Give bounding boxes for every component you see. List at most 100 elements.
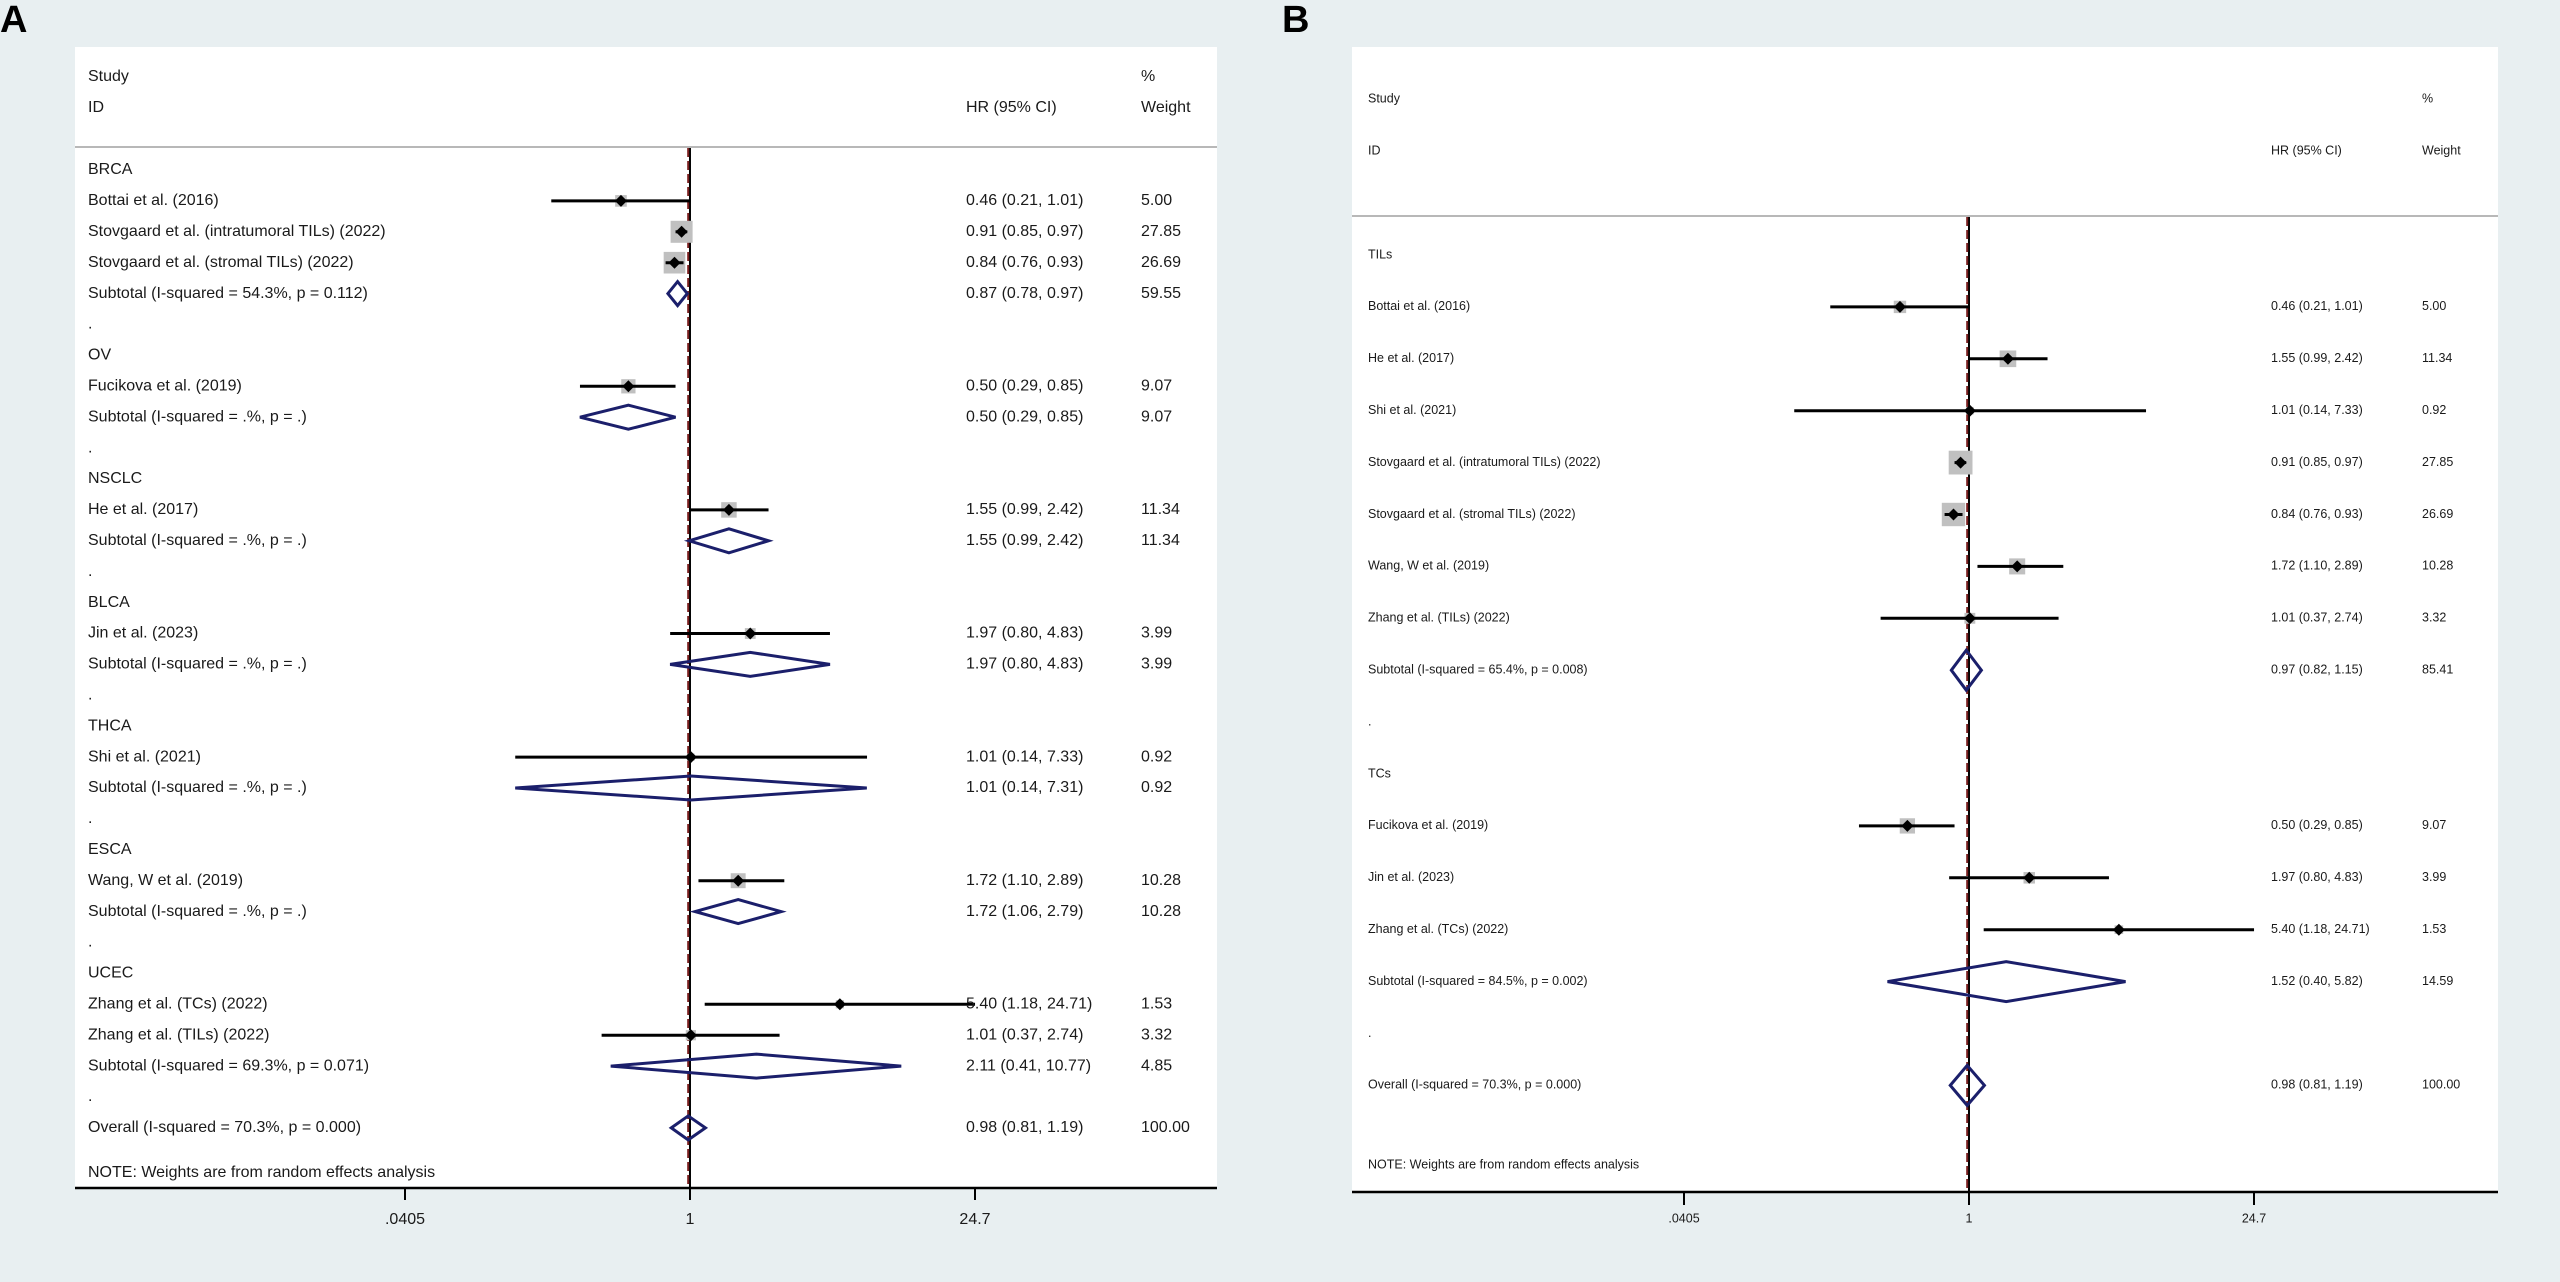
weight-value: 11.34	[1141, 501, 1180, 518]
point-estimate-marker	[684, 751, 697, 764]
header-hr-ci: HR (95% CI)	[2271, 143, 2342, 157]
study-label: Zhang et al. (TILs) (2022)	[1368, 611, 1510, 625]
point-estimate-marker	[614, 194, 627, 207]
row-study: Bottai et al. (2016) 0.46 (0.21, 1.01) 5.0…	[88, 192, 1172, 209]
row-subtotal: Subtotal (I-squared = .%, p = .) 1.97 (0.…	[88, 650, 1172, 678]
group-label: UCEC	[88, 965, 133, 982]
x-tick-label: 1	[686, 1211, 695, 1228]
point-estimate-marker	[675, 225, 688, 238]
footnote: NOTE: Weights are from random effects an…	[1368, 1157, 1639, 1171]
header-hr-ci: HR (95% CI)	[966, 99, 1057, 116]
spacer-label: .	[88, 810, 92, 827]
weight-value: 5.00	[1141, 192, 1172, 209]
row-subtotal: Subtotal (I-squared = .%, p = .) 1.72 (1.…	[88, 898, 1181, 926]
weight-value: 9.07	[1141, 408, 1172, 425]
overall-diamond	[668, 1114, 709, 1142]
study-label: Bottai et al. (2016)	[88, 192, 219, 209]
overall-label: Overall (I-squared = 70.3%, p = 0.000)	[88, 1119, 361, 1136]
header-weight: Weight	[2422, 143, 2461, 157]
spacer-label: .	[88, 687, 92, 704]
study-label: Stovgaard et al. (stromal TILs) (2022)	[88, 254, 354, 271]
weight-value: 10.28	[1141, 903, 1181, 920]
hr-ci-value: 1.55 (0.99, 2.42)	[2271, 351, 2363, 365]
hr-ci-value: 0.98 (0.81, 1.19)	[2271, 1078, 2363, 1092]
study-label: Zhang et al. (TCs) (2022)	[88, 996, 268, 1013]
study-label: Shi et al. (2021)	[1368, 403, 1456, 417]
study-label: Fucikova et al. (2019)	[1368, 818, 1488, 832]
weight-value: 1.53	[1141, 996, 1172, 1013]
subtotal-diamond	[689, 898, 787, 926]
weight-value: 100.00	[1141, 1119, 1190, 1136]
row-study: Stovgaard et al. (intratumoral TILs) (20…	[1368, 450, 2453, 475]
weight-value: 27.85	[2422, 455, 2453, 469]
row-group: ESCA	[88, 841, 132, 858]
point-estimate-marker	[622, 380, 635, 393]
hr-ci-value: 1.01 (0.14, 7.31)	[966, 779, 1083, 796]
weight-value: 1.53	[2422, 922, 2446, 936]
row-group: TILs	[1368, 247, 1392, 261]
header-weight: Weight	[1141, 99, 1191, 116]
row-overall: Overall (I-squared = 70.3%, p = 0.000) 0.…	[1368, 1063, 2460, 1108]
hr-ci-value: 1.01 (0.37, 2.74)	[966, 1026, 1083, 1043]
row-study: Fucikova et al. (2019) 0.50 (0.29, 0.85) 9…	[88, 378, 1172, 395]
row-group: BRCA	[88, 161, 133, 178]
weight-value: 14.59	[2422, 974, 2453, 988]
subtotal-diamond	[1949, 647, 1984, 693]
header-percent: %	[1141, 68, 1155, 85]
row-study: Bottai et al. (2016) 0.46 (0.21, 1.01) 5.0…	[1368, 299, 2446, 313]
row-study: Shi et al. (2021) 1.01 (0.14, 7.33) 0.92	[1368, 403, 2446, 417]
row-study: He et al. (2017) 1.55 (0.99, 2.42) 11.34	[88, 501, 1180, 518]
row-subtotal: Subtotal (I-squared = .%, p = .) 0.50 (0.…	[88, 403, 1172, 431]
weight-value: 9.07	[2422, 818, 2446, 832]
subtotal-diamond	[610, 1052, 902, 1080]
row-study: Stovgaard et al. (intratumoral TILs) (20…	[88, 220, 1181, 243]
hr-ci-value: 0.84 (0.76, 0.93)	[966, 254, 1083, 271]
panel-b-label: B	[1282, 0, 1310, 41]
overall-label: Overall (I-squared = 70.3%, p = 0.000)	[1368, 1078, 1581, 1092]
study-label: Shi et al. (2021)	[88, 748, 201, 765]
study-label: Jin et al. (2023)	[1368, 870, 1454, 884]
weight-value: 3.99	[1141, 625, 1172, 642]
weight-value: 0.92	[1141, 748, 1172, 765]
study-label: Stovgaard et al. (intratumoral TILs) (20…	[88, 223, 386, 240]
group-label: BLCA	[88, 594, 130, 611]
hr-ci-value: 0.91 (0.85, 0.97)	[2271, 455, 2363, 469]
row-group: NSCLC	[88, 470, 142, 487]
subtotal-label: Subtotal (I-squared = 69.3%, p = 0.071)	[88, 1057, 369, 1074]
header-percent: %	[2422, 91, 2433, 105]
subtotal-diamond	[579, 403, 676, 431]
subtotal-label: Subtotal (I-squared = .%, p = .)	[88, 779, 307, 796]
spacer-label: .	[88, 563, 92, 580]
hr-ci-value: 1.01 (0.37, 2.74)	[2271, 611, 2363, 625]
hr-ci-value: 0.50 (0.29, 0.85)	[2271, 818, 2363, 832]
header-study: Study	[88, 68, 129, 85]
row-group: UCEC	[88, 965, 133, 982]
hr-ci-value: 1.01 (0.14, 7.33)	[2271, 403, 2363, 417]
point-estimate-marker	[2112, 923, 2125, 936]
hr-ci-value: 0.46 (0.21, 1.01)	[2271, 299, 2363, 313]
group-label: TCs	[1368, 766, 1391, 780]
row-spacer: .	[88, 687, 92, 704]
header-study: Study	[1368, 91, 1401, 105]
row-study: Jin et al. (2023) 1.97 (0.80, 4.83) 3.99	[88, 625, 1172, 642]
hr-ci-value: 0.91 (0.85, 0.97)	[966, 223, 1083, 240]
study-label: Wang, W et al. (2019)	[88, 872, 243, 889]
weight-value: 59.55	[1141, 285, 1181, 302]
x-tick-label: 24.7	[959, 1211, 990, 1228]
row-subtotal: Subtotal (I-squared = 65.4%, p = 0.008) 0…	[1368, 647, 2453, 693]
subtotal-diamond	[1887, 960, 2126, 1004]
row-study: Jin et al. (2023) 1.97 (0.80, 4.83) 3.99	[1368, 870, 2446, 884]
point-estimate-marker	[1954, 456, 1967, 469]
point-estimate-marker	[722, 503, 735, 516]
row-spacer: .	[88, 563, 92, 580]
hr-ci-value: 0.98 (0.81, 1.19)	[966, 1119, 1083, 1136]
subtotal-diamond	[683, 527, 774, 555]
row-subtotal: Subtotal (I-squared = 54.3%, p = 0.112) 0…	[88, 279, 1181, 308]
row-subtotal: Subtotal (I-squared = 69.3%, p = 0.071) 2…	[88, 1052, 1172, 1080]
study-label: He et al. (2017)	[1368, 351, 1454, 365]
group-label: ESCA	[88, 841, 132, 858]
study-label: Stovgaard et al. (intratumoral TILs) (20…	[1368, 455, 1601, 469]
point-estimate-marker	[2001, 352, 2014, 365]
